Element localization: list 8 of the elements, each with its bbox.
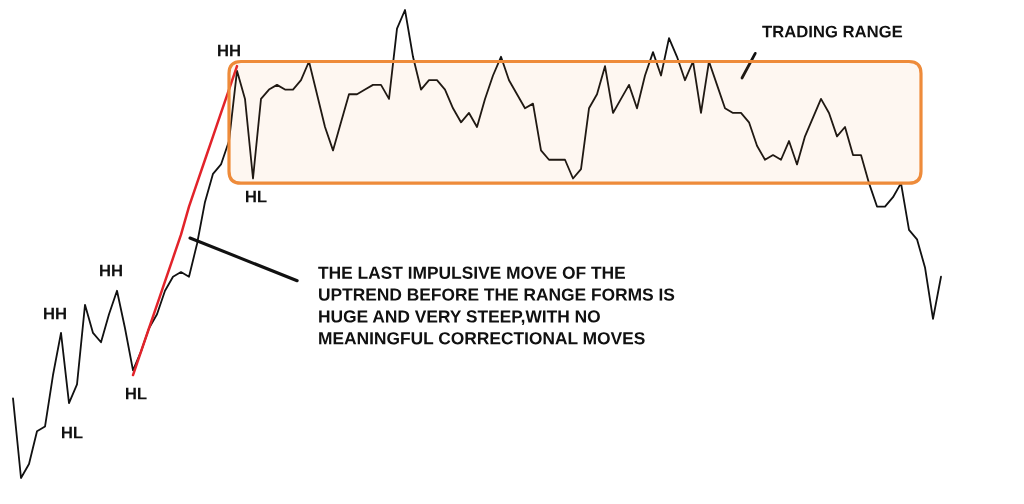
annotation: HL (62, 426, 83, 439)
band-label: TRADING RANGE (762, 25, 903, 38)
annotation: HH (100, 264, 122, 277)
annotation: HL (126, 387, 147, 400)
annotation: THE LAST IMPULSIVE MOVE OF THE UPTREND BEFORE THE RANGE FORMS IS HUGE AND VERY STEEP,WITH NO MEANINGFUL CORRECTIONAL MOVES (318, 266, 675, 345)
annotation: HH (218, 44, 240, 57)
annotation: HL (246, 190, 267, 203)
annotation: HH (44, 307, 66, 320)
